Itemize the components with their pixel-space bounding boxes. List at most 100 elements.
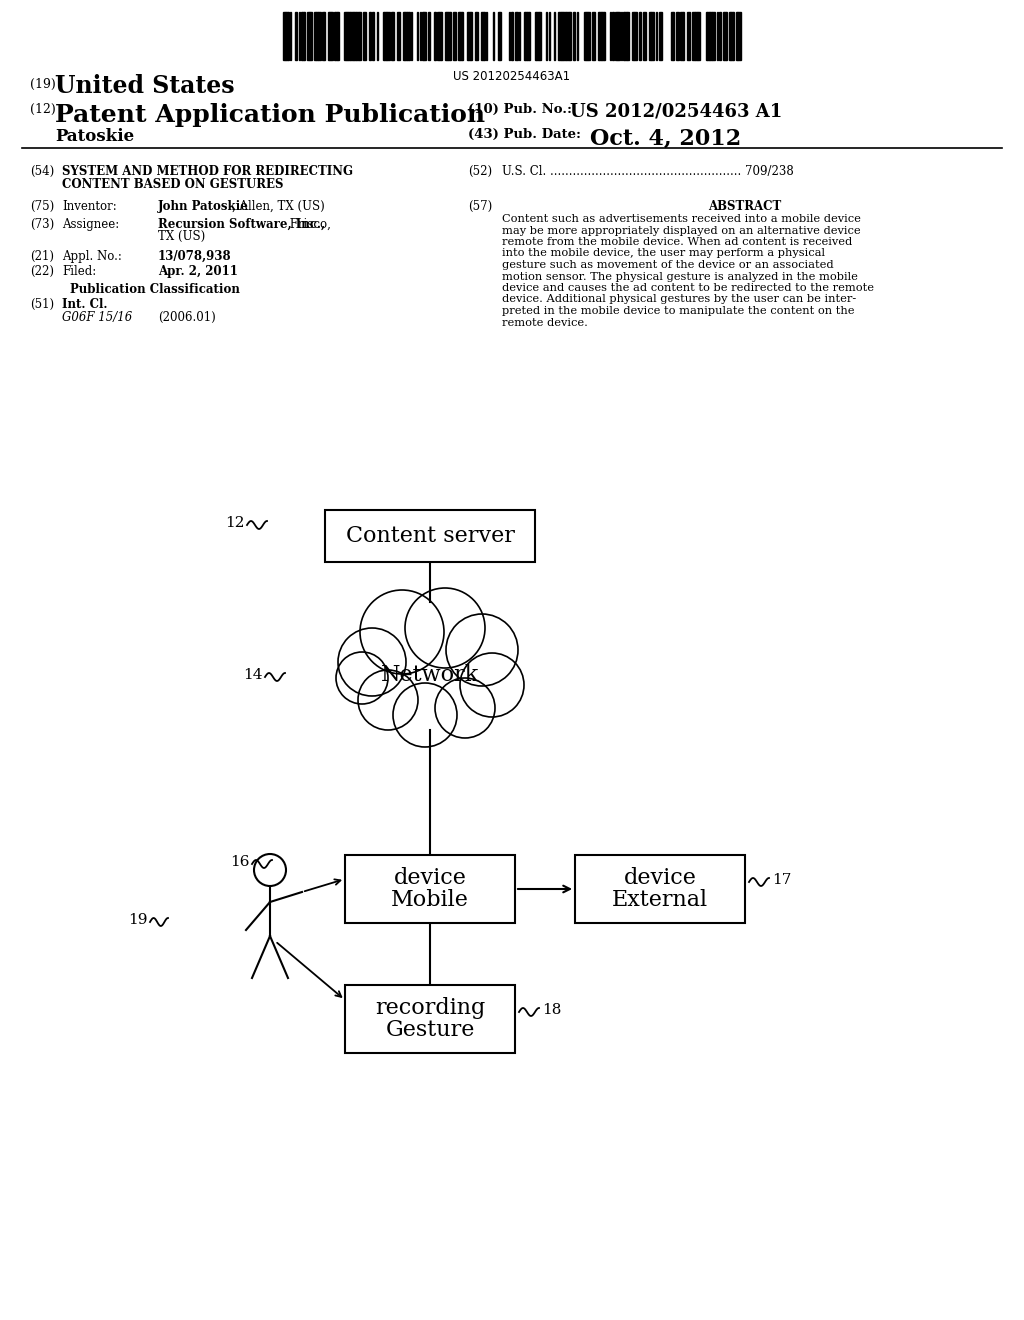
- Text: Recursion Software, Inc.,: Recursion Software, Inc.,: [158, 218, 326, 231]
- Text: United States: United States: [55, 74, 234, 98]
- Text: Inventor:: Inventor:: [62, 201, 117, 213]
- Bar: [362, 12, 366, 59]
- Text: Gesture: Gesture: [385, 1019, 475, 1040]
- Circle shape: [435, 678, 495, 738]
- Text: remote from the mobile device. When ad content is received: remote from the mobile device. When ad c…: [502, 238, 852, 247]
- Bar: [602, 12, 604, 59]
- Text: 19: 19: [128, 913, 148, 927]
- Bar: [356, 12, 359, 59]
- Text: John Patoskie: John Patoskie: [158, 201, 249, 213]
- Bar: [634, 12, 637, 59]
- Bar: [384, 12, 386, 59]
- Bar: [588, 12, 590, 59]
- Text: device and causes the ad content to be redirected to the remote: device and causes the ad content to be r…: [502, 282, 874, 293]
- Text: preted in the mobile device to manipulate the content on the: preted in the mobile device to manipulat…: [502, 306, 854, 315]
- Bar: [318, 12, 321, 59]
- Bar: [719, 12, 721, 59]
- Bar: [563, 12, 566, 59]
- Bar: [707, 12, 709, 59]
- Text: (12): (12): [30, 103, 55, 116]
- Bar: [651, 12, 654, 59]
- Text: (43) Pub. Date:: (43) Pub. Date:: [468, 128, 581, 141]
- Text: Patent Application Publication: Patent Application Publication: [55, 103, 485, 127]
- Bar: [575, 855, 745, 923]
- Bar: [592, 12, 595, 59]
- Text: (51): (51): [30, 298, 54, 312]
- Text: Publication Classification: Publication Classification: [70, 282, 240, 296]
- Bar: [428, 12, 430, 59]
- Text: recording: recording: [375, 997, 485, 1019]
- Bar: [649, 12, 651, 59]
- Bar: [310, 12, 312, 59]
- Bar: [515, 12, 518, 59]
- Bar: [612, 12, 614, 59]
- Bar: [624, 12, 627, 59]
- Bar: [439, 12, 441, 59]
- Text: G06F 15/16: G06F 15/16: [62, 312, 132, 323]
- Bar: [695, 12, 697, 59]
- Bar: [680, 12, 683, 59]
- Bar: [558, 12, 561, 59]
- Text: motion sensor. The physical gesture is analyzed in the mobile: motion sensor. The physical gesture is a…: [502, 272, 858, 281]
- Text: U.S. Cl. ................................................... 709/238: U.S. Cl. ...............................…: [502, 165, 794, 178]
- Bar: [738, 12, 741, 59]
- Text: CONTENT BASED ON GESTURES: CONTENT BASED ON GESTURES: [62, 178, 284, 191]
- Bar: [687, 12, 690, 59]
- Bar: [599, 12, 601, 59]
- Text: Oct. 4, 2012: Oct. 4, 2012: [590, 128, 741, 150]
- Bar: [350, 12, 353, 59]
- Bar: [325, 510, 535, 562]
- Bar: [453, 12, 456, 59]
- Circle shape: [338, 628, 406, 696]
- Text: 16: 16: [230, 855, 250, 869]
- Bar: [359, 12, 361, 59]
- Text: (75): (75): [30, 201, 54, 213]
- Bar: [335, 12, 337, 59]
- Text: (19): (19): [30, 78, 55, 91]
- Text: 14: 14: [244, 668, 263, 682]
- Text: 18: 18: [542, 1003, 561, 1016]
- Bar: [307, 12, 309, 59]
- Text: Network: Network: [381, 664, 479, 686]
- Bar: [460, 12, 462, 59]
- Bar: [286, 12, 288, 59]
- Text: 13/078,938: 13/078,938: [158, 249, 231, 263]
- Bar: [345, 985, 515, 1053]
- Text: device: device: [624, 867, 696, 890]
- Circle shape: [358, 671, 418, 730]
- Text: Frisco,: Frisco,: [286, 218, 331, 231]
- Bar: [387, 12, 390, 59]
- Text: Content such as advertisements received into a mobile device: Content such as advertisements received …: [502, 214, 861, 224]
- Text: (57): (57): [468, 201, 493, 213]
- Text: gesture such as movement of the device or an associated: gesture such as movement of the device o…: [502, 260, 834, 271]
- Text: device. Additional physical gestures by the user can be inter-: device. Additional physical gestures by …: [502, 294, 856, 305]
- Text: ABSTRACT: ABSTRACT: [709, 201, 781, 213]
- Text: 17: 17: [772, 873, 792, 887]
- Text: SYSTEM AND METHOD FOR REDIRECTING: SYSTEM AND METHOD FOR REDIRECTING: [62, 165, 353, 178]
- Bar: [710, 12, 712, 59]
- Bar: [283, 12, 285, 59]
- Circle shape: [360, 590, 444, 675]
- Bar: [424, 12, 426, 59]
- Bar: [539, 12, 541, 59]
- Text: (21): (21): [30, 249, 54, 263]
- Circle shape: [378, 618, 482, 722]
- Circle shape: [393, 682, 457, 747]
- Text: (52): (52): [468, 165, 493, 178]
- Bar: [316, 12, 318, 59]
- Text: Apr. 2, 2011: Apr. 2, 2011: [158, 265, 238, 279]
- Bar: [468, 12, 470, 59]
- Bar: [566, 12, 569, 59]
- Bar: [369, 12, 371, 59]
- Bar: [407, 12, 409, 59]
- Text: , Allen, TX (US): , Allen, TX (US): [232, 201, 325, 213]
- Circle shape: [336, 652, 388, 704]
- Bar: [280, 12, 744, 59]
- Text: Int. Cl.: Int. Cl.: [62, 298, 108, 312]
- Text: Appl. No.:: Appl. No.:: [62, 249, 122, 263]
- Bar: [314, 12, 316, 59]
- Bar: [692, 12, 695, 59]
- Bar: [525, 12, 527, 59]
- Bar: [476, 12, 478, 59]
- Bar: [712, 12, 715, 59]
